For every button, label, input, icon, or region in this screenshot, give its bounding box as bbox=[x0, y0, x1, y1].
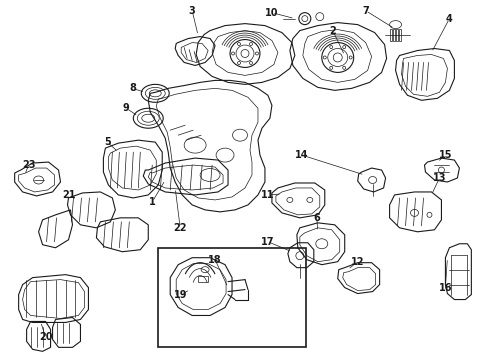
Text: 20: 20 bbox=[39, 332, 52, 342]
Text: 10: 10 bbox=[264, 8, 278, 18]
Text: 8: 8 bbox=[129, 84, 136, 93]
Bar bbox=[389, 28, 391, 41]
Text: 16: 16 bbox=[438, 283, 451, 293]
Text: 12: 12 bbox=[350, 257, 364, 267]
Bar bbox=[398, 28, 400, 41]
Text: 19: 19 bbox=[174, 289, 187, 300]
Text: 3: 3 bbox=[188, 6, 195, 15]
Text: 14: 14 bbox=[294, 150, 308, 160]
Text: 6: 6 bbox=[313, 213, 320, 223]
Text: 1: 1 bbox=[148, 197, 155, 207]
Text: 21: 21 bbox=[62, 190, 76, 200]
Text: 2: 2 bbox=[329, 26, 335, 36]
Text: 4: 4 bbox=[445, 14, 452, 24]
Text: 17: 17 bbox=[261, 237, 274, 247]
Text: 15: 15 bbox=[438, 150, 451, 160]
Text: 23: 23 bbox=[22, 160, 35, 170]
Text: 5: 5 bbox=[104, 137, 111, 147]
Bar bbox=[395, 28, 397, 41]
Text: 13: 13 bbox=[432, 173, 445, 183]
Bar bbox=[392, 28, 394, 41]
Text: 9: 9 bbox=[122, 103, 129, 113]
Text: 7: 7 bbox=[362, 6, 368, 15]
Text: 22: 22 bbox=[173, 223, 186, 233]
Bar bbox=[198, 276, 208, 282]
Text: 11: 11 bbox=[261, 190, 274, 200]
Text: 18: 18 bbox=[208, 255, 222, 265]
Bar bbox=[158, 248, 305, 347]
